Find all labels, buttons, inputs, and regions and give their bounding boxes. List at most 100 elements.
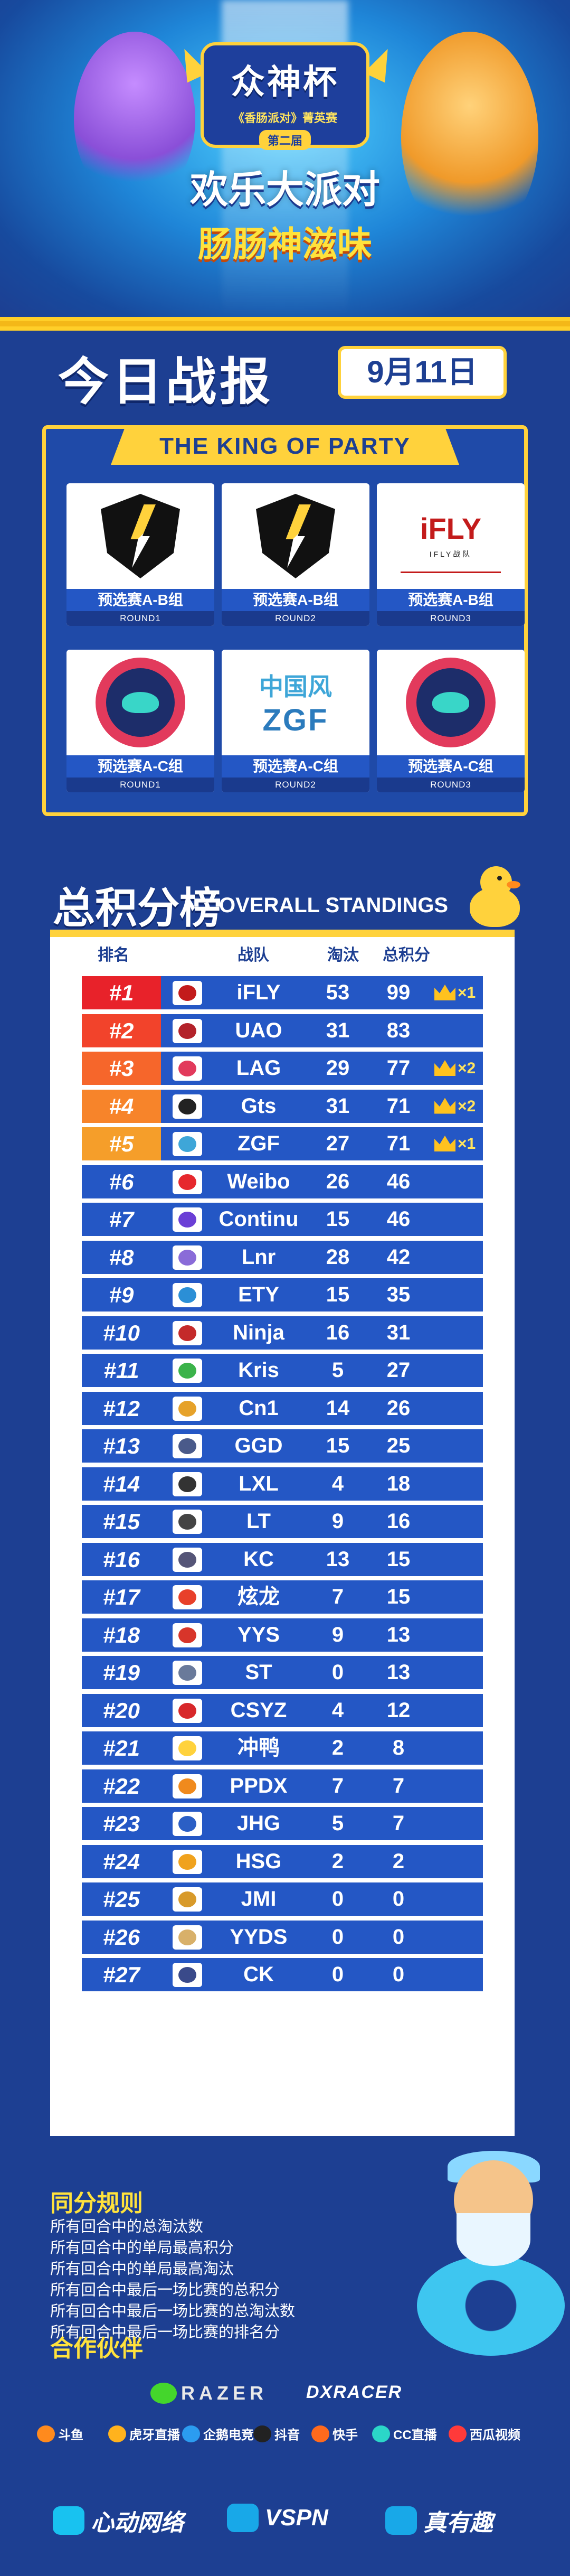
total-points: 0: [392, 1925, 405, 1949]
match-round: ROUND3: [377, 611, 525, 626]
match-group: 预选赛A-B组: [66, 589, 214, 611]
elim-count: 26: [326, 1169, 350, 1193]
team-name: Lnr: [241, 1245, 276, 1269]
team-logo-icon: [173, 1887, 202, 1912]
team-logo-icon: [173, 1585, 202, 1609]
organizer-logo-icon: [227, 2504, 259, 2532]
team-logo-icon: [173, 1736, 202, 1760]
team-name: ZGF: [238, 1132, 280, 1155]
elim-count: 15: [326, 1207, 350, 1231]
rank-cell: #1: [82, 976, 161, 1009]
left-character-illustration: [74, 32, 195, 206]
total-points: 42: [386, 1245, 411, 1269]
rank-cell: #25: [82, 1882, 161, 1916]
team-logo-icon: [173, 1056, 202, 1081]
tournament-logo: 众神杯 《香肠派对》菁英赛 第二届: [201, 42, 369, 150]
match-round: ROUND2: [222, 611, 369, 626]
rule-item: 所有回合中的总淘汰数: [50, 2218, 204, 2235]
rank-cell: #11: [82, 1354, 161, 1387]
rank-cell: #27: [82, 1958, 161, 1991]
total-points: 12: [386, 1698, 411, 1722]
column-points: 总积分: [383, 947, 430, 964]
table-row: #6 Weibo 26 46: [82, 1163, 525, 1201]
team-name: LT: [246, 1510, 271, 1533]
partner-name: 快手: [332, 2428, 358, 2442]
team-name: Kris: [238, 1359, 279, 1382]
elim-count: 14: [326, 1396, 350, 1420]
team-logo-icon: [173, 1207, 202, 1232]
winner-logo: [66, 483, 214, 589]
team-name: ST: [245, 1661, 272, 1684]
elim-count: 9: [331, 1623, 344, 1646]
total-points: 31: [386, 1320, 411, 1344]
table-row: #15 LT 9 16: [82, 1503, 525, 1540]
total-points: 99: [386, 981, 411, 1004]
team-name: Weibo: [227, 1169, 290, 1193]
total-points: 18: [386, 1472, 411, 1495]
elim-count: 0: [331, 1963, 344, 1986]
team-cell-bg: [161, 1807, 483, 1840]
elim-count: 5: [331, 1812, 344, 1835]
elim-count: 16: [326, 1320, 350, 1344]
media-partner: 快手: [311, 2424, 358, 2443]
team-name: 冲鸭: [238, 1736, 280, 1759]
organizer-name: VSPN: [265, 2505, 328, 2531]
crown-count: ×2: [458, 1060, 476, 1077]
rank-cell: #4: [82, 1089, 161, 1123]
table-row: #21 冲鸭 2 8: [82, 1729, 525, 1767]
team-logo-icon: [173, 1094, 202, 1119]
team-cell-bg: [161, 1505, 483, 1538]
team-logo-icon: [173, 1547, 202, 1572]
elim-count: 5: [331, 1359, 344, 1382]
team-logo-icon: [173, 1661, 202, 1685]
team-name: ETY: [238, 1283, 279, 1306]
elim-count: 4: [331, 1698, 344, 1722]
total-points: 15: [386, 1547, 411, 1571]
rank-cell: #22: [82, 1769, 161, 1803]
rank-cell: #13: [82, 1429, 161, 1463]
elim-count: 31: [326, 1018, 350, 1042]
date-text: 9月11日: [367, 355, 478, 389]
tournament-logo-main: 众神杯: [231, 63, 339, 101]
gts-shield-icon: [101, 494, 180, 578]
total-points: 71: [386, 1094, 411, 1118]
rule-item: 所有回合中最后一场比赛的总淘汰数: [50, 2303, 296, 2320]
team-cell-bg: [161, 1391, 483, 1425]
match-group: 预选赛A-C组: [222, 755, 369, 778]
organizer: 真有趣: [385, 2504, 493, 2537]
team-logo-icon: [173, 1396, 202, 1421]
table-row: #20 CSYZ 4 12: [82, 1692, 525, 1729]
elim-count: 27: [326, 1132, 350, 1155]
elim-count: 15: [326, 1283, 350, 1306]
elim-count: 0: [331, 1661, 344, 1684]
team-cell-bg: [161, 1844, 483, 1878]
total-points: 83: [386, 1018, 411, 1042]
partner-logo-icon: [253, 2425, 271, 2442]
table-row: #2 UAO 31 83: [82, 1012, 525, 1050]
media-partner: 斗鱼: [37, 2424, 83, 2443]
team-logo-icon: [173, 1774, 202, 1798]
elim-count: 28: [326, 1245, 350, 1269]
crown-count: ×1: [458, 984, 476, 1001]
table-row: #18 YYS 9 13: [82, 1616, 525, 1654]
hero-slogan: 欢乐大派对 肠肠神滋味: [169, 158, 401, 267]
gts-shield-icon: [256, 494, 335, 578]
team-name: YYS: [237, 1623, 280, 1646]
team-cell-bg: [161, 1014, 483, 1047]
table-header: 排名 战队 淘汰 总积分: [50, 937, 515, 974]
match-card: 预选赛A-C组 ROUND1: [66, 650, 214, 792]
rank-cell: #8: [82, 1240, 161, 1274]
crown-count: ×1: [458, 1135, 476, 1153]
total-points: 8: [392, 1736, 405, 1759]
team-logo-icon: [173, 1018, 202, 1043]
team-name: Cn1: [239, 1396, 279, 1420]
partners-title: 合作伙伴: [50, 2336, 143, 2362]
match-card: 预选赛A-C组 ROUND3: [377, 650, 525, 792]
partner-name: 抖音: [274, 2428, 300, 2442]
elim-count: 2: [331, 1849, 344, 1873]
rule-item: 所有回合中的单局最高积分: [50, 2240, 234, 2256]
team-logo-icon: [173, 1510, 202, 1534]
team-cell-bg: [161, 1882, 483, 1916]
organizer-logo-icon: [53, 2506, 84, 2535]
total-points: 71: [386, 1132, 411, 1155]
